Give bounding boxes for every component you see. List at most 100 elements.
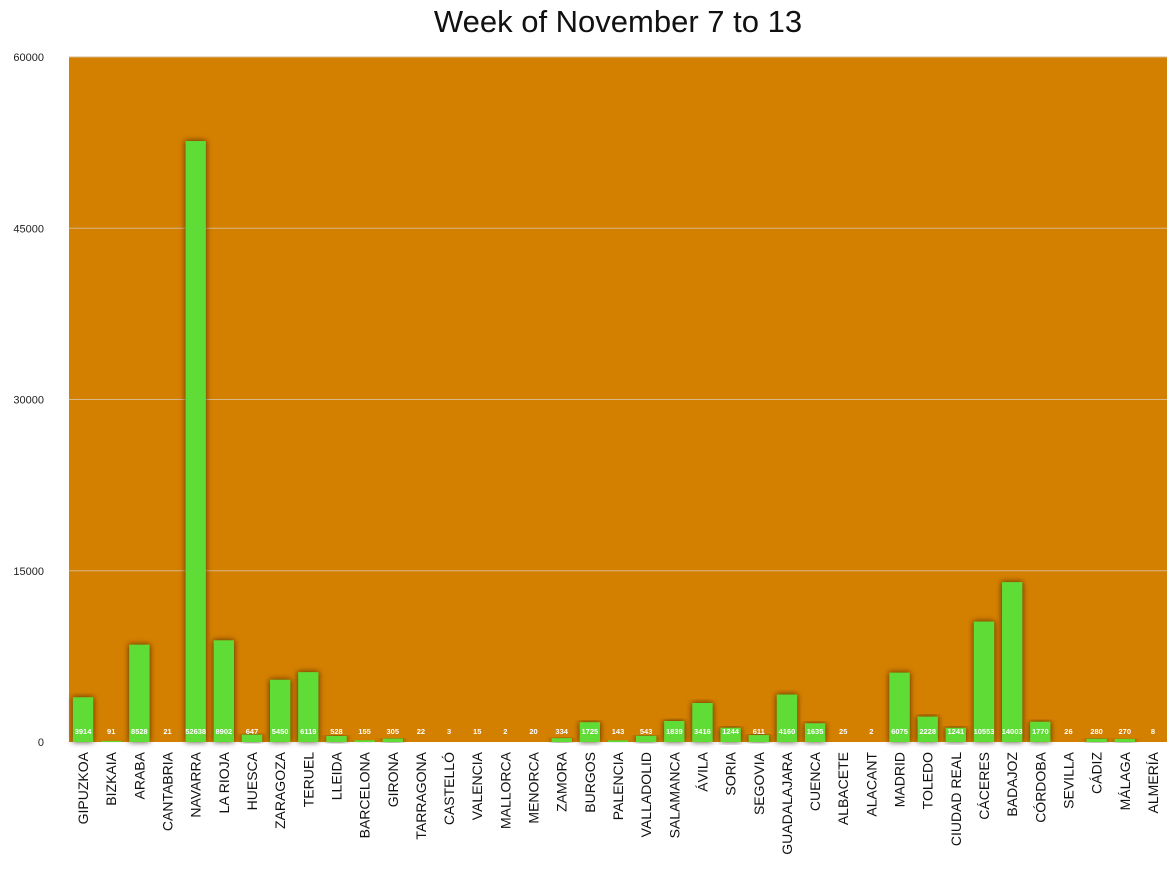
- bar: [551, 738, 572, 742]
- data-label: 10553: [974, 727, 995, 736]
- data-label: 26: [1064, 727, 1072, 736]
- bar: [129, 644, 150, 742]
- data-label: 647: [246, 727, 259, 736]
- data-label: 1241: [948, 727, 965, 736]
- data-label: 20: [529, 727, 537, 736]
- x-tick-label: BURGOS: [582, 752, 598, 813]
- bar: [917, 716, 938, 742]
- x-tick-label: BADAJOZ: [1004, 752, 1020, 817]
- data-label: 8902: [216, 727, 233, 736]
- data-label: 3: [447, 727, 451, 736]
- bar: [1030, 721, 1051, 742]
- x-tick-label: ARABA: [131, 751, 147, 799]
- x-tick-label: NAVARRA: [188, 751, 204, 817]
- x-tick-label: CANTABRIA: [160, 751, 176, 831]
- bar: [776, 694, 798, 742]
- bar: [101, 740, 122, 742]
- data-label: 3416: [694, 727, 711, 736]
- data-label: 15: [473, 727, 481, 736]
- x-tick-label: SORIA: [723, 751, 739, 795]
- x-tick-label: CUENCA: [807, 751, 823, 811]
- data-label: 3914: [75, 727, 93, 736]
- data-label: 611: [753, 727, 765, 736]
- data-label: 21: [163, 727, 171, 736]
- x-tick-label: TERUEL: [300, 752, 316, 807]
- data-label: 2228: [919, 727, 936, 736]
- data-label: 270: [1119, 727, 1132, 736]
- x-tick-label: GIRONA: [385, 751, 401, 807]
- x-tick-label: BIZKAIA: [103, 751, 119, 805]
- data-label: 1770: [1032, 727, 1049, 736]
- x-tick-label: CÁDIZ: [1089, 752, 1105, 794]
- data-label: 2: [869, 727, 873, 736]
- y-tick-label: 45000: [13, 223, 44, 235]
- bar: [354, 740, 375, 742]
- x-tick-label: SEGOVIA: [751, 751, 767, 815]
- y-tick-label: 0: [38, 737, 44, 749]
- x-tick-label: TOLEDO: [920, 752, 936, 809]
- y-tick-label: 15000: [13, 566, 44, 578]
- x-tick-label: MALLORCA: [497, 751, 513, 829]
- x-tick-label: GIPUZKOA: [75, 751, 91, 824]
- data-label: 4160: [779, 727, 796, 736]
- x-tick-label: MÁLAGA: [1117, 751, 1133, 810]
- bar: [1002, 582, 1023, 742]
- data-label: 1839: [666, 727, 683, 736]
- bar: [889, 672, 910, 742]
- bar: [973, 621, 995, 742]
- data-label: 91: [107, 727, 115, 736]
- x-tick-label: MADRID: [892, 752, 908, 807]
- x-tick-label: CASTELLÓ: [441, 752, 457, 825]
- bar: [804, 723, 826, 742]
- data-label: 280: [1090, 727, 1103, 736]
- bar: [241, 734, 263, 742]
- x-tick-label: ZAMORA: [554, 751, 570, 812]
- data-label: 22: [417, 727, 425, 736]
- x-tick-label: BARCELONA: [357, 751, 373, 838]
- chart-title: Week of November 7 to 13: [433, 4, 803, 39]
- y-tick-label: 30000: [13, 395, 44, 407]
- data-label: 2: [503, 727, 507, 736]
- data-label: 14003: [1002, 727, 1023, 736]
- x-tick-label: MENORCA: [526, 751, 542, 823]
- x-tick-label: LLEIDA: [328, 751, 344, 800]
- data-label: 5450: [272, 727, 289, 736]
- data-label: 143: [612, 727, 625, 736]
- x-tick-label: ALBACETE: [835, 752, 851, 825]
- data-label: 1725: [582, 727, 599, 736]
- data-label: 8: [1151, 727, 1155, 736]
- bar: [1114, 738, 1135, 742]
- x-tick-label: GUADALAJARA: [779, 751, 795, 854]
- bar: [326, 735, 347, 742]
- x-tick-label: CÁCERES: [976, 752, 992, 820]
- bar: [945, 727, 966, 742]
- data-label: 52638: [185, 727, 206, 736]
- x-tick-label: ZARAGOZA: [272, 751, 288, 829]
- bar: [270, 679, 291, 742]
- bar: [748, 735, 769, 742]
- data-label: 155: [358, 727, 371, 736]
- x-tick-label: ALMERÍA: [1145, 751, 1161, 813]
- x-tick-label: CÓRDOBA: [1032, 751, 1048, 822]
- data-label: 305: [387, 727, 400, 736]
- x-tick-label: PALENCIA: [610, 751, 626, 820]
- x-tick-label: LA RIOJA: [216, 751, 232, 813]
- bar: [185, 141, 206, 742]
- bar: [720, 727, 741, 742]
- data-label: 6075: [891, 727, 908, 736]
- data-label: 8528: [131, 727, 148, 736]
- data-label: 1244: [722, 727, 740, 736]
- bar: [692, 703, 713, 742]
- x-tick-label: SALAMANCA: [666, 751, 682, 838]
- data-label: 528: [330, 727, 343, 736]
- x-tick-label: ALACANT: [863, 752, 879, 817]
- x-tick-label: VALENCIA: [469, 751, 485, 820]
- x-tick-label: HUESCA: [244, 751, 260, 810]
- x-tick-label: TARRAGONA: [413, 751, 429, 839]
- bar: [298, 672, 319, 742]
- x-tick-label: CIUDAD REAL: [948, 752, 964, 846]
- bar: [1086, 738, 1107, 742]
- bar: [579, 722, 600, 742]
- bar: [664, 721, 685, 742]
